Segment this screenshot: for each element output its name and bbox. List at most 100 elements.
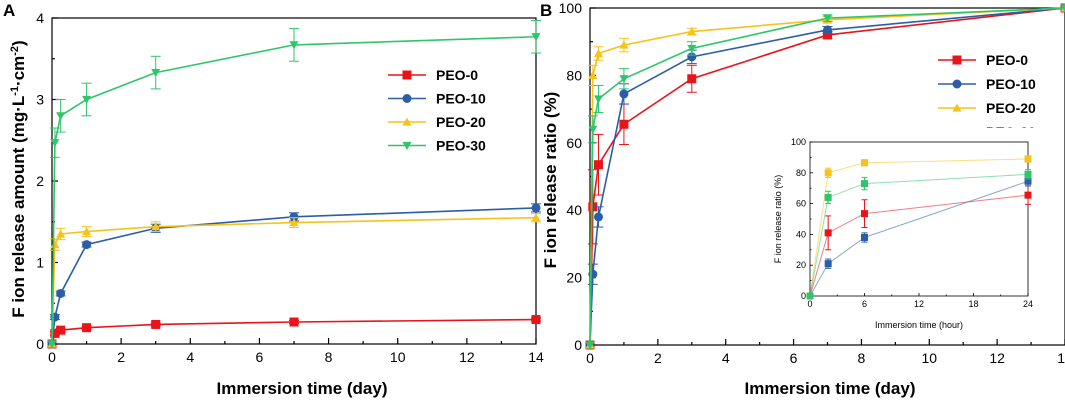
panel-b-inset-point-peo-20 bbox=[1024, 155, 1032, 163]
panel-b-point-peo-20 bbox=[588, 70, 598, 79]
panel-a-point-peo-30 bbox=[82, 95, 92, 104]
panel-b-inset-xtick-label: 6 bbox=[862, 299, 867, 309]
panel-b-inset-point-peo-10 bbox=[1024, 177, 1032, 185]
panel-b-xlabel: Immersion time (day) bbox=[745, 379, 916, 398]
panel-b-inset-ytick-label: 100 bbox=[791, 137, 806, 147]
panel-b-inset-line-peo-20 bbox=[809, 158, 1029, 297]
panel-b-point-peo-0 bbox=[588, 202, 598, 212]
panel-b-inset-xtick-label: 12 bbox=[914, 299, 924, 309]
panel-b-point-peo-10 bbox=[588, 269, 598, 279]
panel-b-inset-line-peo-10 bbox=[809, 180, 1029, 297]
panel-a-point-peo-0 bbox=[289, 317, 299, 327]
panel-a-point-peo-20 bbox=[289, 218, 299, 227]
panel-b-inset-point-peo-30 bbox=[1024, 170, 1032, 178]
panel-b-inset-background bbox=[756, 128, 1036, 338]
panel-b-xtick-label: 0 bbox=[586, 350, 594, 366]
panel-a-ytick-label: 1 bbox=[36, 255, 44, 271]
panel-a-legend-marker-peo-20 bbox=[402, 117, 412, 126]
panel-b-point-peo-20 bbox=[687, 27, 697, 36]
panel-b-point-peo-30 bbox=[1060, 4, 1065, 13]
panel-b-inset-point-peo-0 bbox=[824, 229, 832, 237]
panel-a-point-peo-0 bbox=[82, 323, 92, 333]
panel-letter-a: A bbox=[3, 1, 15, 20]
panel-b-inset: 0 6 12 18 24 0 20 40 60 80 100 Immersion time (hour… bbox=[756, 128, 1036, 338]
panel-b-inset-point-peo-30 bbox=[824, 193, 832, 201]
panel-b-inset-xtick-label: 24 bbox=[1023, 299, 1033, 309]
panel-a-point-peo-0 bbox=[56, 325, 66, 335]
panel-a-point-peo-30 bbox=[151, 69, 161, 78]
panel-b-inset-point-peo-20 bbox=[824, 169, 832, 177]
panel-b-ytick-label: 40 bbox=[566, 202, 582, 218]
panel-b-xtick-label: 12 bbox=[989, 350, 1005, 366]
panel-a-legend-label-peo-30: PEO-30 bbox=[436, 138, 486, 154]
panel-b-xtick-label: 10 bbox=[921, 350, 937, 366]
panel-b-ytick-label: 0 bbox=[574, 337, 582, 353]
panel-a-point-peo-20 bbox=[56, 229, 66, 238]
panel-a-point-peo-30 bbox=[289, 41, 299, 50]
panel-a-point-peo-30 bbox=[47, 340, 57, 349]
panel-a-point-peo-0 bbox=[50, 328, 60, 338]
panel-a-xtick-label: 8 bbox=[325, 349, 333, 365]
panel-a-xtick-label: 10 bbox=[390, 349, 406, 365]
panel-a-legend-label-peo-20: PEO-20 bbox=[436, 114, 486, 130]
panel-b-point-peo-20 bbox=[619, 40, 629, 49]
panel-a-point-peo-20 bbox=[151, 222, 161, 231]
plot-layer: 0 2 4 6 8 10 12 1401234PEO-0PEO-10PEO-20PEO-300… bbox=[36, 0, 1065, 366]
panel-b-inset-ylabel: F ion release ratio (%) bbox=[773, 175, 783, 264]
panel-b-ylabel: F ion release ratio (%) bbox=[541, 92, 560, 269]
panel-a-ytick-label: 4 bbox=[36, 10, 44, 26]
panel-b-point-peo-0 bbox=[619, 119, 629, 129]
panel-a-legend-marker-peo-10 bbox=[402, 94, 412, 103]
panel-b-inset-point-peo-10 bbox=[824, 260, 832, 268]
panel-b-point-peo-30 bbox=[619, 75, 629, 84]
panel-b-xtick-label: 6 bbox=[790, 350, 798, 366]
panel-b-inset-ytick-label: 60 bbox=[796, 199, 806, 209]
panel-b-point-peo-10 bbox=[593, 212, 603, 222]
panel-b-point-peo-30 bbox=[593, 95, 603, 104]
panel-b-inset-ytick-label: 20 bbox=[796, 260, 806, 270]
panel-b-point-peo-10 bbox=[619, 89, 629, 99]
panel-a-point-peo-10 bbox=[289, 212, 299, 222]
panel-a-point-peo-30 bbox=[531, 33, 541, 42]
panel-a-point-peo-20 bbox=[531, 213, 541, 222]
panel-a-xtick-label: 2 bbox=[117, 349, 125, 365]
panel-a-point-peo-20 bbox=[82, 227, 92, 236]
panel-a-point-peo-10 bbox=[531, 203, 541, 213]
panel-a-legend-label-peo-0: PEO-0 bbox=[436, 67, 478, 83]
panel-a-legend-label-peo-10: PEO-10 bbox=[436, 91, 486, 107]
panel-b-point-peo-30 bbox=[588, 125, 598, 134]
panel-b-inset-point-peo-20 bbox=[861, 159, 868, 167]
panel-a-ytick-label: 3 bbox=[36, 92, 44, 108]
panel-b-inset-point-peo-30 bbox=[861, 180, 868, 188]
panel-b-inset-ytick-label: 80 bbox=[796, 168, 806, 178]
panel-b-ytick-label: 100 bbox=[559, 0, 583, 16]
panel-a-point-peo-0 bbox=[531, 315, 541, 325]
panel-a-legend-marker-peo-0 bbox=[402, 70, 412, 80]
panel-a-ylabel-main: F ion release amount (mg·L bbox=[9, 96, 28, 318]
panel-b-xtick-label: 14 bbox=[1057, 350, 1065, 366]
panel-b-ytick-label: 20 bbox=[566, 270, 582, 286]
panel-b-inset-point-peo-10 bbox=[861, 233, 868, 241]
panel-a-xtick-label: 14 bbox=[528, 349, 544, 365]
panel-b-point-peo-10 bbox=[823, 25, 832, 35]
panel-b-inset-ytick-label: 40 bbox=[796, 229, 806, 239]
panel-b-inset-point-peo-0 bbox=[1024, 191, 1032, 199]
panel-a-xtick-label: 12 bbox=[459, 349, 475, 365]
panel-a-point-peo-0 bbox=[151, 319, 161, 329]
panel-a-ylabel-sup2: -2 bbox=[9, 46, 21, 56]
panel-b-legend-label-peo-0: PEO-0 bbox=[986, 52, 1028, 68]
panel-b-legend-marker-peo-0 bbox=[952, 55, 962, 65]
panel-a-ylabel-end: ) bbox=[9, 40, 28, 46]
panel-b-inset-line-peo-30 bbox=[809, 173, 1029, 297]
panel-a-ytick-label: 0 bbox=[36, 336, 44, 352]
panel-b-legend-label-peo-10: PEO-10 bbox=[986, 76, 1036, 92]
panel-b-point-peo-0 bbox=[593, 160, 603, 170]
panel-b-point-peo-30 bbox=[823, 14, 832, 23]
panel-a-ytick-label: 2 bbox=[36, 173, 44, 189]
panel-b-point-peo-0 bbox=[687, 74, 697, 84]
panel-b-point-peo-0 bbox=[823, 30, 832, 40]
panel-b-inset-xtick-label: 18 bbox=[968, 299, 978, 309]
panel-b-inset-point-peo-0 bbox=[861, 210, 868, 218]
